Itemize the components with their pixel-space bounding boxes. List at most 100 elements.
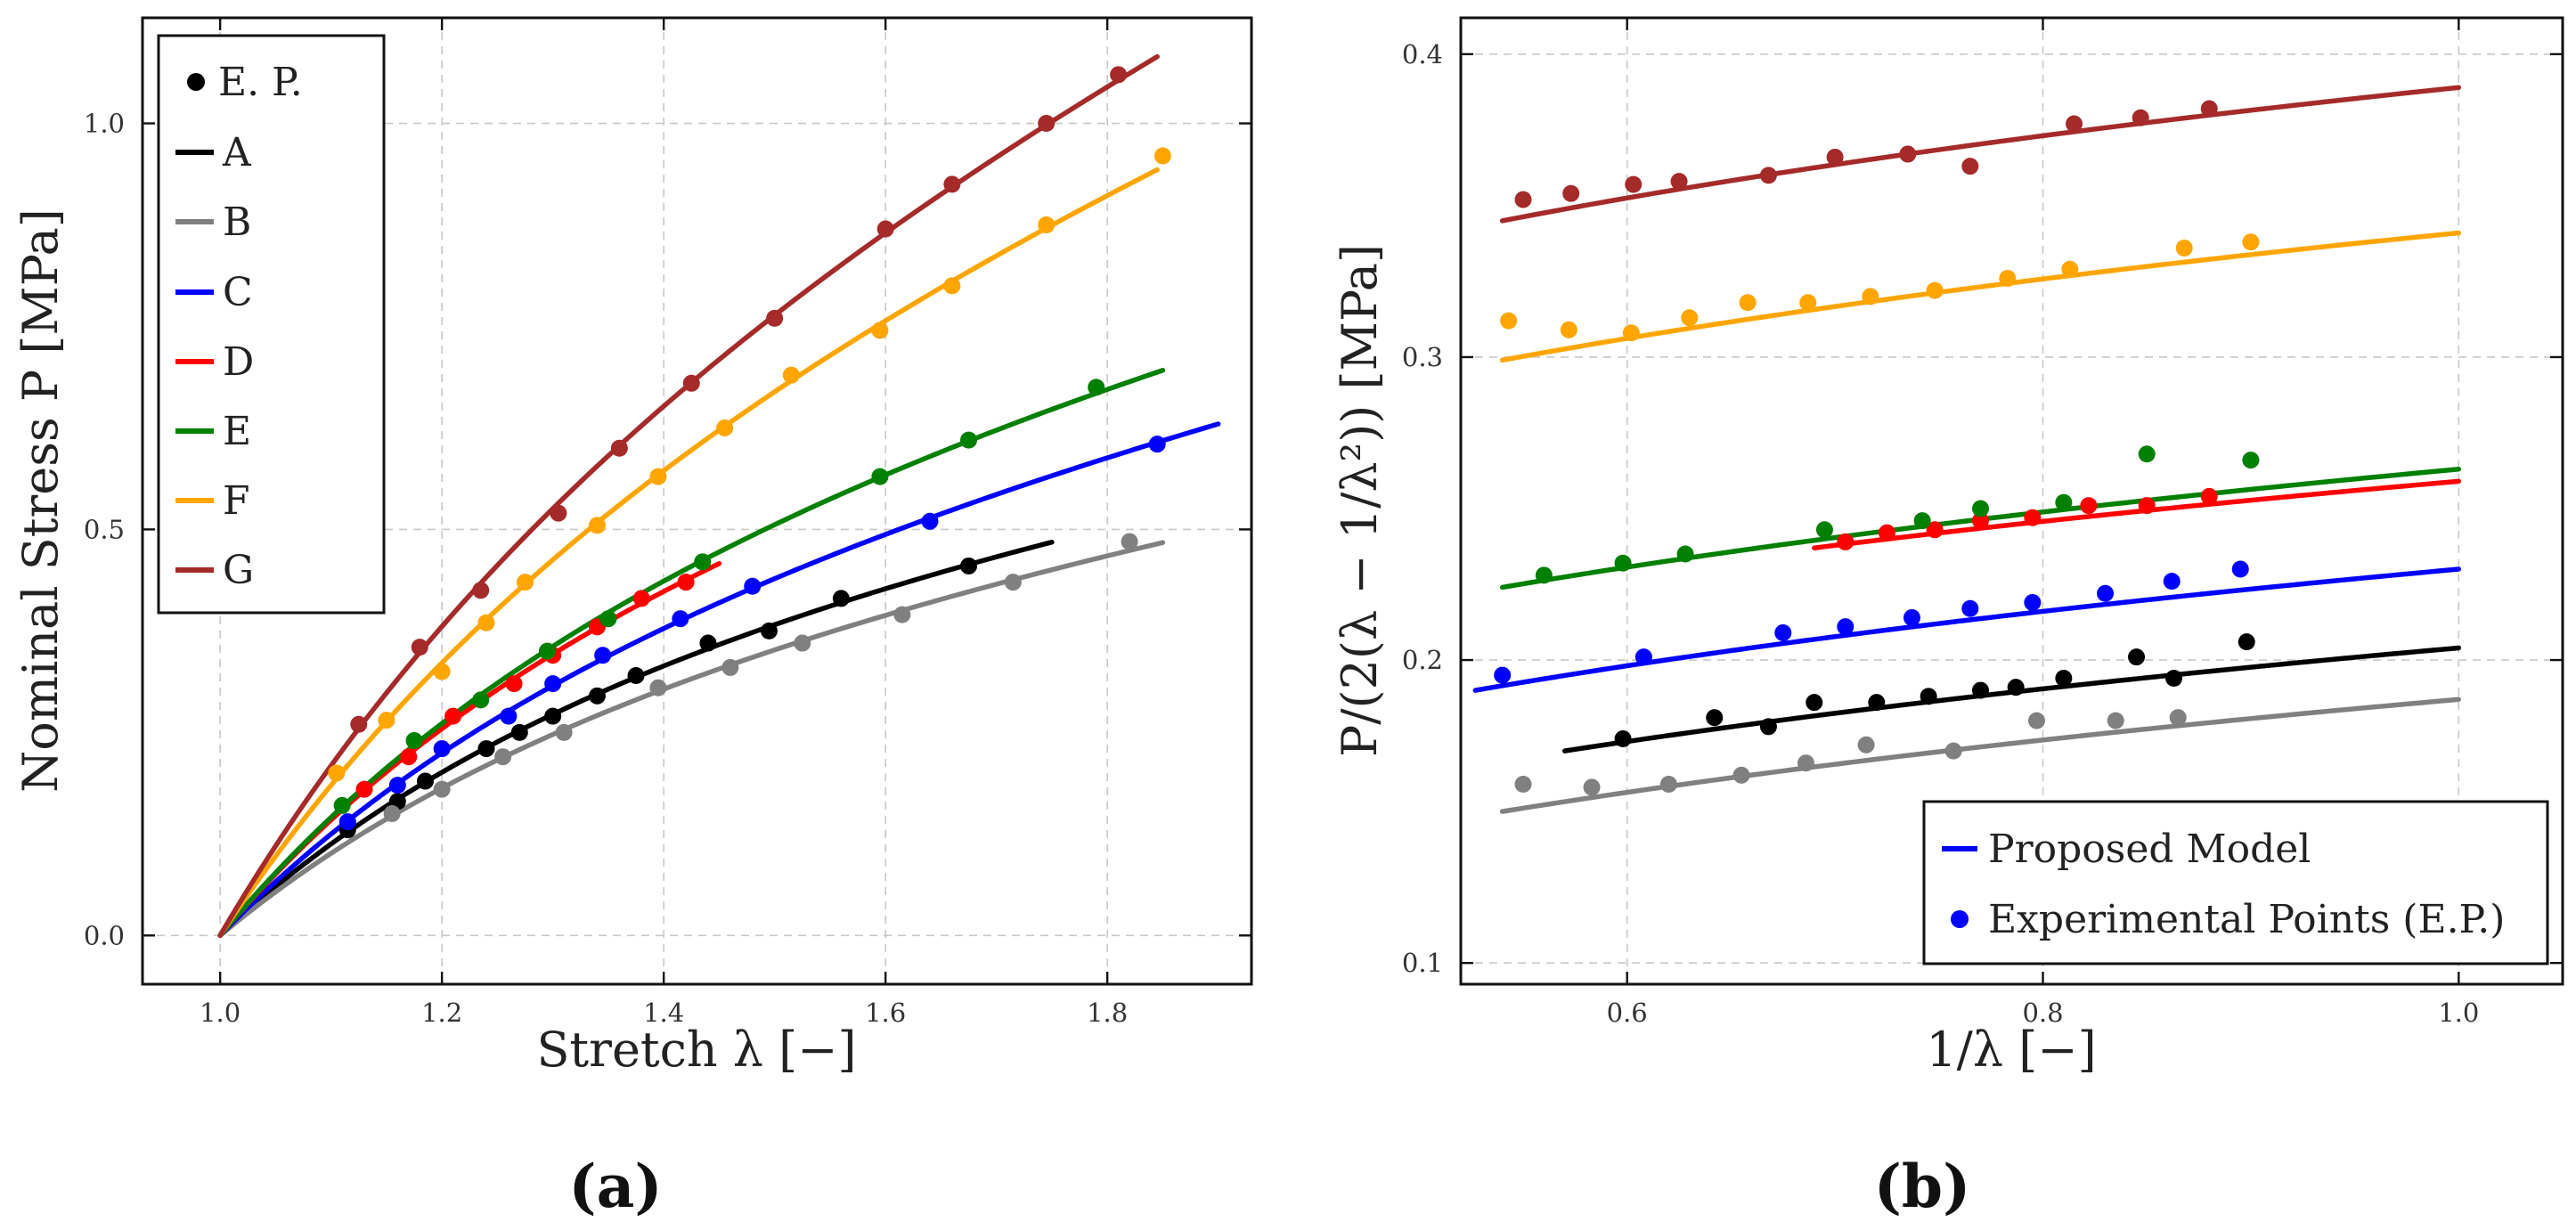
panel-b-y-tick-label: 0.1 [1402, 948, 1443, 978]
panel-a-point-d [355, 780, 373, 798]
panel-a-x-axis-title: Stretch λ [−] [536, 1022, 856, 1078]
panel-b-x-tick-label: 1.0 [2438, 998, 2479, 1028]
panel-a-point-f [1153, 147, 1171, 165]
panel-b-label: (b) [1874, 1152, 1971, 1221]
panel-a-point-g [1038, 115, 1056, 133]
legend-ep-marker [187, 73, 205, 91]
panel-b-point-a [2128, 648, 2146, 666]
panel-b-point-c [2231, 560, 2249, 578]
panel-b-plot: 0.6 0.8 1.0 0.1 0.2 0.3 0.4 1/λ [−] P/(2(λ − 1… [1332, 16, 2564, 1221]
panel-a-point-f [477, 614, 495, 631]
panel-a-point-a [510, 723, 528, 741]
panel-a-label: (a) [568, 1152, 662, 1221]
panel-a-point-c [433, 740, 451, 758]
panel-a-experimental-points [328, 66, 1171, 839]
panel-a-point-f [943, 277, 961, 295]
panel-b-point-e [2138, 445, 2156, 463]
panel-a-point-b [649, 679, 667, 696]
panel-b-point-d [2080, 497, 2098, 515]
panel-b-point-f [2175, 239, 2193, 257]
panel-b-point-b [1857, 736, 1875, 753]
panel-a-point-e [599, 610, 617, 628]
panel-b-point-c [1837, 618, 1855, 636]
panel-b-point-g [1514, 191, 1532, 208]
panel-a-point-b [433, 780, 451, 798]
panel-a-point-f [588, 517, 606, 534]
panel-b-point-c [1903, 608, 1920, 626]
panel-a-point-g [1110, 66, 1128, 84]
panel-b-legend-box [1922, 800, 2549, 965]
panel-a-point-e [960, 431, 978, 449]
panel-b-point-d [1926, 521, 1944, 539]
panel-a-point-b [1121, 533, 1138, 550]
panel-a-point-e [1088, 379, 1105, 396]
panel-a-point-g [943, 175, 961, 193]
panel-a-point-f [782, 366, 800, 384]
panel-b-point-f [1622, 324, 1640, 342]
panel-a-curve-f [217, 167, 1160, 939]
panel-a-point-b [794, 634, 811, 652]
panel-b-point-g [1899, 145, 1917, 163]
panel-a-x-tick-label: 1.8 [1087, 998, 1128, 1028]
panel-b-x-tick-label: 0.6 [1607, 998, 1648, 1028]
panel-a-legend-box [157, 34, 386, 615]
panel-a-point-e [333, 796, 351, 814]
panel-a-point-g [472, 582, 490, 599]
legend-b-label: B [223, 200, 251, 245]
panel-a-point-e [538, 642, 556, 660]
panel-b-point-d [1837, 533, 1855, 550]
panel-a-point-f [378, 712, 395, 729]
panel-b-point-f [1739, 294, 1757, 312]
panel-b-point-a [2238, 633, 2255, 651]
panel-a-point-f [517, 574, 534, 591]
panel-b-point-e [1676, 545, 1694, 563]
panel-b-point-a [1706, 709, 1724, 727]
panel-a-point-f [649, 468, 667, 485]
panel-b-point-e [1913, 512, 1931, 530]
panel-b-point-b [2169, 709, 2187, 727]
panel-a-point-b [1004, 574, 1022, 591]
panel-a-point-f [716, 419, 734, 436]
panel-b-point-e [1815, 521, 1833, 539]
panel-a-point-a [588, 687, 606, 705]
legend-e-label: E [223, 409, 251, 454]
panel-a-point-f [328, 764, 346, 782]
panel-a-point-g [411, 639, 428, 656]
panel-a-point-a [760, 622, 778, 639]
panel-b-point-d [2138, 497, 2156, 515]
panel-a-point-e [871, 468, 889, 485]
panel-a-point-d [505, 675, 523, 693]
panel-b-point-e [1535, 566, 1553, 584]
panel-a-point-d [400, 748, 418, 766]
panel-b-point-g [2200, 100, 2218, 118]
panel-b-point-b [1944, 742, 1962, 760]
panel-b-legend: Proposed Model Experimental Points (E.P.… [1922, 800, 2549, 965]
panel-b-point-d [2024, 509, 2042, 526]
panel-a-point-c [921, 512, 939, 530]
panel-a-point-a [960, 557, 978, 574]
legend-a-label: A [222, 130, 252, 175]
panel-a-point-a [544, 707, 562, 725]
panel-a-frame [141, 16, 1253, 986]
panel-b-point-b [1659, 776, 1677, 794]
panel-a-point-c [388, 777, 406, 794]
legend-d-label: D [223, 339, 254, 385]
panel-b-point-f [1500, 312, 1518, 330]
panel-a-ticks: 1.0 1.2 1.4 1.6 1.8 0.0 0.5 1.0 [84, 18, 1251, 1028]
panel-b-point-b [2107, 712, 2124, 729]
panel-a-point-b [893, 606, 911, 623]
panel-a-x-tick-label: 1.6 [865, 998, 906, 1028]
panel-b-point-g [1562, 184, 1580, 202]
legend-model-label: Proposed Model [1988, 827, 2311, 872]
panel-a-point-b [555, 723, 573, 741]
panel-b-point-b [2028, 712, 2046, 729]
panel-a-point-d [632, 590, 650, 607]
panel-a-y-tick-label: 0.0 [84, 920, 125, 950]
legend-f-label: F [223, 478, 250, 524]
panel-b-curve-d [1812, 478, 2462, 550]
panel-b-point-g [1625, 175, 1643, 193]
panel-a-point-c [594, 647, 612, 664]
panel-b-point-g [1759, 167, 1777, 184]
panel-a-point-g [682, 374, 700, 392]
